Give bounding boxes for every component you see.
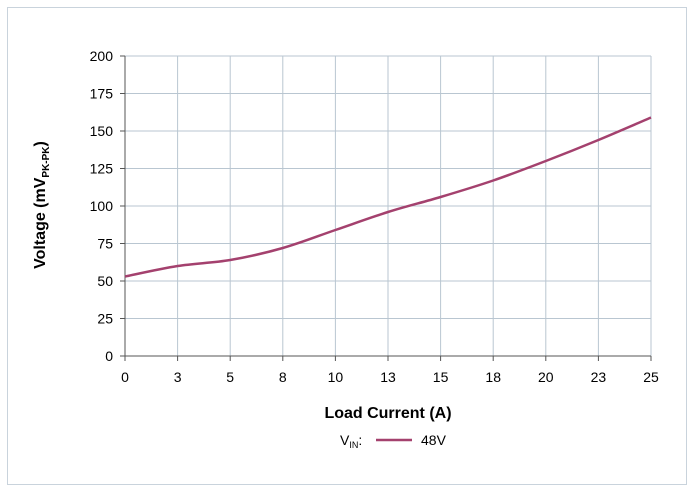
x-tick-label: 0: [121, 369, 129, 385]
y-tick-label: 25: [97, 311, 113, 327]
x-tick-label: 5: [226, 369, 234, 385]
y-tick-label: 150: [90, 123, 114, 139]
x-tick-label: 25: [643, 369, 659, 385]
y-axis-title-subscript: PK-PK: [41, 146, 52, 178]
grid-lines: [125, 56, 651, 356]
x-tick-label: 23: [591, 369, 607, 385]
legend: VIN: 48V: [340, 432, 447, 450]
x-tick-label: 3: [174, 369, 182, 385]
legend-label-48v: 48V: [421, 432, 447, 448]
x-tick-label: 13: [380, 369, 396, 385]
legend-prefix: VIN:: [340, 432, 362, 450]
x-tick-label: 15: [433, 369, 449, 385]
y-axis-title-main: Voltage (mV: [32, 177, 49, 269]
x-tick-label: 18: [485, 369, 501, 385]
x-tick-label: 20: [538, 369, 554, 385]
y-tick-label: 75: [97, 236, 113, 252]
y-tick-labels: 0 25 50 75 100 125 150 175 200: [90, 48, 114, 364]
legend-prefix-suffix: :: [358, 432, 362, 448]
y-tick-label: 100: [90, 198, 114, 214]
y-axis-title-close: ): [32, 141, 49, 146]
y-tick-label: 125: [90, 161, 114, 177]
y-tick-label: 175: [90, 86, 114, 102]
x-tick-label: 10: [328, 369, 344, 385]
x-tick-label: 8: [279, 369, 287, 385]
y-tick-label: 50: [97, 273, 113, 289]
legend-prefix-subscript: IN: [349, 440, 358, 450]
x-tick-labels: 0 3 5 8 10 13 15 18 20 23 25: [121, 369, 659, 385]
y-tick-label: 0: [105, 348, 113, 364]
axes: [120, 56, 651, 361]
y-axis-title: Voltage (mVPK-PK): [32, 141, 52, 269]
y-tick-label: 200: [90, 48, 114, 64]
x-axis-title: Load Current (A): [324, 405, 451, 422]
